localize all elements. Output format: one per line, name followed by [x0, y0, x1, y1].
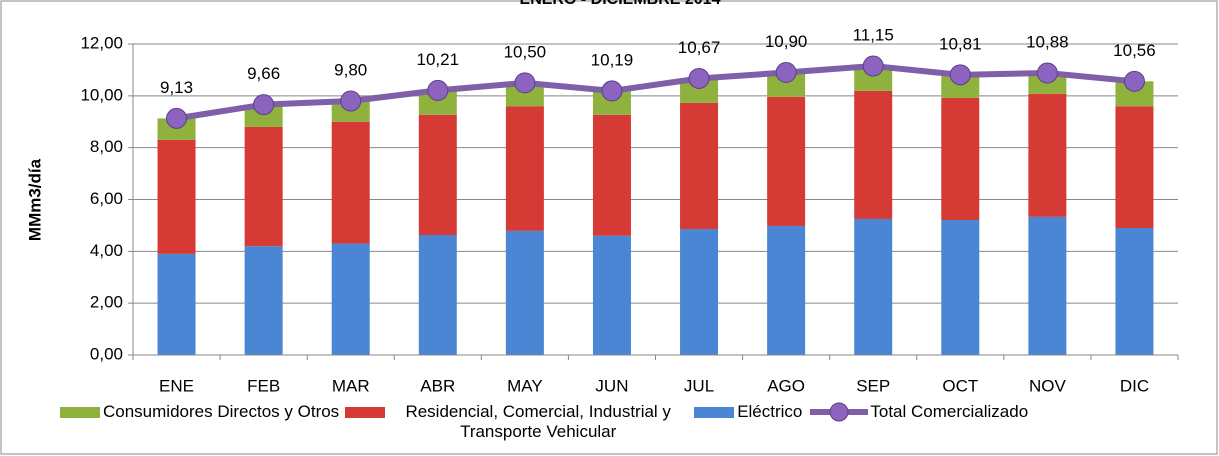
bar-segment	[244, 104, 283, 127]
data-label: 10,56	[1113, 41, 1156, 60]
x-tick-label: MAY	[507, 376, 543, 395]
data-label: 10,67	[678, 38, 721, 57]
marker	[1036, 62, 1058, 84]
x-tick-label: JUN	[595, 376, 628, 395]
y-tick-label: 2,00	[90, 293, 123, 312]
bar-segment	[505, 82, 544, 107]
line	[176, 63, 1135, 122]
data-label: 10,90	[765, 32, 808, 51]
marker	[949, 64, 971, 86]
bar-segment	[680, 229, 719, 355]
x-tick-label: DIC	[1120, 376, 1149, 395]
legend-item: Eléctrico	[694, 402, 802, 422]
data-label: 9,13	[160, 78, 193, 97]
legend-item: Residencial, Comercial, Industrial y Tra…	[345, 402, 688, 442]
bar-segment	[157, 118, 196, 140]
bar-segment	[592, 114, 631, 236]
x-tick-label: AGO	[767, 376, 805, 395]
bar-segment	[854, 218, 893, 355]
x-tick-label: OCT	[942, 376, 978, 395]
bar-segment	[1028, 216, 1067, 355]
bar-segment	[941, 74, 980, 98]
marker	[514, 72, 536, 94]
bar-segment	[244, 246, 283, 355]
bar-segment	[1115, 106, 1154, 229]
marker	[601, 80, 623, 102]
legend-label: Eléctrico	[737, 402, 803, 421]
legend: Consumidores Directos y Otros Residencia…	[60, 402, 1219, 442]
y-tick-label: 10,00	[80, 85, 123, 104]
x-tick-label: NOV	[1029, 376, 1067, 395]
legend-swatch	[60, 407, 100, 418]
marker	[340, 90, 362, 112]
bar-segment	[680, 102, 719, 230]
legend-item: Consumidores Directos y Otros	[60, 402, 339, 422]
bar-segment	[418, 235, 457, 355]
x-tick-label: JUL	[684, 376, 714, 395]
marker	[775, 62, 797, 84]
marker	[862, 55, 884, 77]
y-tick-label: 4,00	[90, 241, 123, 260]
data-label: 10,19	[591, 50, 634, 69]
y-tick-label: 0,00	[90, 344, 123, 363]
data-label: 9,80	[334, 61, 367, 80]
legend-swatch	[810, 402, 869, 422]
marker	[1123, 70, 1145, 92]
bar-segment	[157, 253, 196, 355]
legend-label: Residencial, Comercial, Industrial y Tra…	[405, 402, 671, 441]
y-axis-label: MMm3/día	[25, 158, 44, 241]
data-label: 10,88	[1026, 33, 1069, 52]
bar-segment	[505, 106, 544, 231]
data-label: 11,15	[853, 26, 894, 45]
data-label: 10,50	[504, 42, 547, 61]
bar-segment	[592, 90, 631, 115]
legend-swatch	[345, 407, 386, 418]
y-tick-label: 6,00	[90, 189, 123, 208]
x-tick-label: SEP	[856, 376, 890, 395]
y-tick-label: 12,00	[80, 33, 123, 52]
x-tick-label: FEB	[247, 376, 280, 395]
legend-item: Total Comercializado	[808, 402, 1028, 422]
bar-segment	[331, 243, 370, 355]
legend-label: Consumidores Directos y Otros	[103, 402, 340, 421]
data-label: 10,21	[417, 50, 460, 69]
data-label: 9,66	[247, 64, 280, 83]
legend-label: Total Comercializado	[870, 402, 1029, 421]
legend-swatch	[694, 407, 735, 418]
x-tick-label: ENE	[159, 376, 194, 395]
bar-segment	[1028, 93, 1067, 217]
y-tick-label: 8,00	[90, 137, 123, 156]
bar-segment	[331, 121, 370, 244]
marker	[427, 79, 449, 101]
bar-segment	[1115, 228, 1154, 355]
bar-segment	[505, 230, 544, 355]
bar-segment	[854, 90, 893, 219]
chart-title: ENERO - DICIEMBRE 2014	[520, 0, 721, 8]
bar-segment	[418, 114, 457, 236]
bar-segment	[244, 126, 283, 247]
marker	[253, 94, 275, 116]
x-tick-label: MAR	[332, 376, 370, 395]
bar-segment	[941, 219, 980, 355]
bar-segment	[767, 96, 806, 226]
x-tick-label: ABR	[420, 376, 455, 395]
marker	[166, 107, 188, 129]
bar-segment	[767, 225, 806, 355]
bar-segment	[157, 139, 196, 254]
data-label: 10,81	[939, 34, 982, 53]
bar-segment	[941, 97, 980, 220]
marker	[688, 67, 710, 89]
legend-marker	[829, 402, 849, 422]
bar-segment	[592, 235, 631, 355]
